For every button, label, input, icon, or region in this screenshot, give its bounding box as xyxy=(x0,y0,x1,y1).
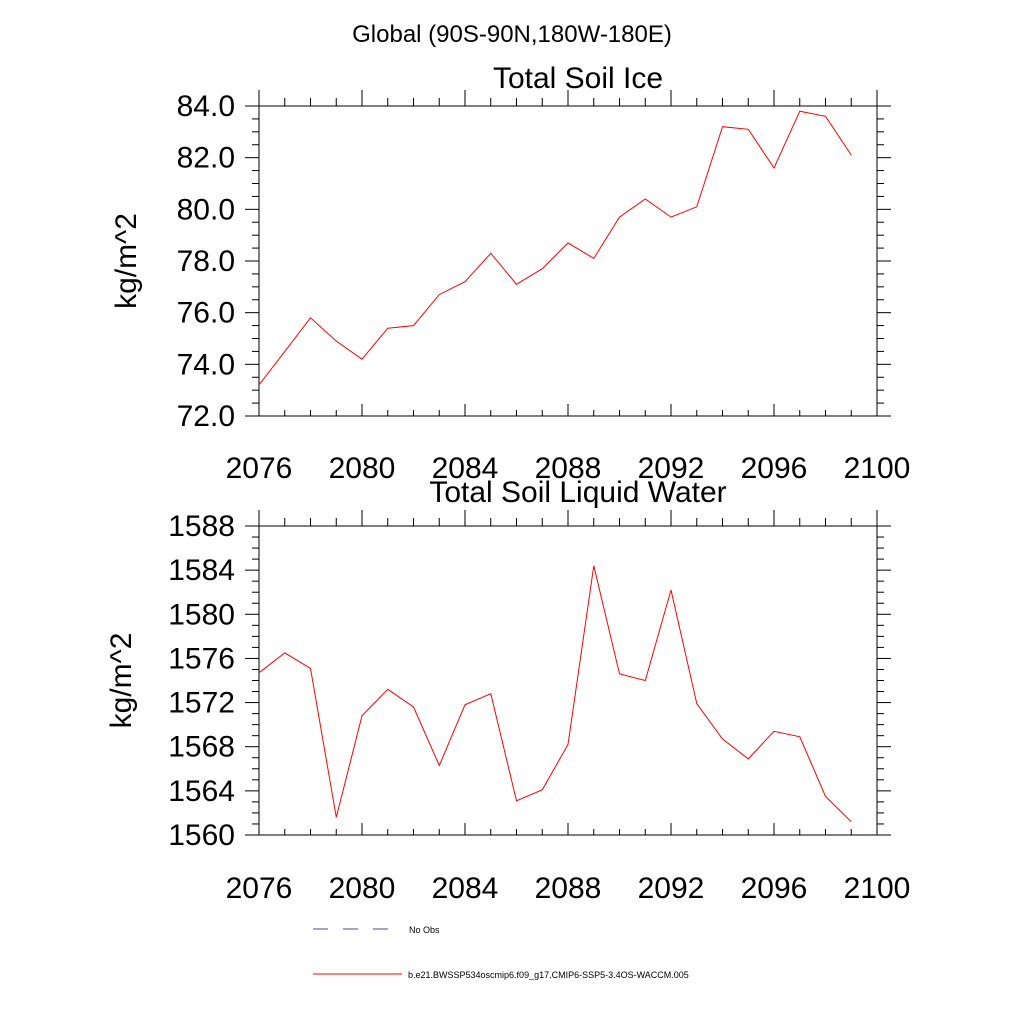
x-tick-label: 2076 xyxy=(226,452,293,485)
x-tick-label: 2096 xyxy=(741,452,808,485)
y-axis-label: kg/m^2 xyxy=(110,213,143,309)
y-tick-label: 1564 xyxy=(168,775,235,808)
y-tick-label: 1576 xyxy=(168,642,235,675)
x-tick-label: 2080 xyxy=(329,452,396,485)
y-tick-label: 84.0 xyxy=(177,90,235,123)
soil-ice-panel: Total Soil Ice kg/m^2 2076 2080 2084 2088 2092… xyxy=(110,62,910,485)
series-line xyxy=(258,565,852,823)
legend-no-obs-label: No Obs xyxy=(409,925,440,935)
y-tick-label: 1588 xyxy=(168,510,235,543)
y-tick-label: 72.0 xyxy=(177,400,235,433)
y-tick-label: 78.0 xyxy=(177,245,235,278)
y-tick-label: 1580 xyxy=(168,598,235,631)
chart-title: Total Soil Ice xyxy=(493,62,663,95)
x-tick-label: 2080 xyxy=(329,872,396,905)
x-tick-label: 2100 xyxy=(844,872,911,905)
x-tick-label: 2084 xyxy=(432,452,499,485)
plot-frame xyxy=(258,105,878,417)
y-tick-label: 1572 xyxy=(168,687,235,720)
y-tick-label: 1584 xyxy=(168,554,235,587)
legend-model-label: b.e21.BWSSP534oscmip6.f09_g17.CMIP6-SSP5… xyxy=(408,970,689,980)
chart-title: Total Soil Liquid Water xyxy=(429,476,726,509)
x-tick-label: 2096 xyxy=(741,872,808,905)
plot-frame xyxy=(258,525,878,836)
x-tick-label: 2092 xyxy=(638,452,705,485)
x-tick-label: 2076 xyxy=(226,872,293,905)
figure-title: Global (90S-90N,180W-180E) xyxy=(352,21,672,48)
x-tick-label: 2088 xyxy=(535,872,602,905)
y-tick-label: 76.0 xyxy=(177,297,235,330)
y-tick-label: 74.0 xyxy=(177,348,235,381)
y-tick-label: 80.0 xyxy=(177,193,235,226)
y-tick-label: 1568 xyxy=(168,731,235,764)
y-tick-label: 82.0 xyxy=(177,142,235,175)
series-line xyxy=(258,110,852,386)
x-tick-label: 2092 xyxy=(638,872,705,905)
x-tick-label: 2100 xyxy=(844,452,911,485)
x-tick-label: 2088 xyxy=(535,452,602,485)
y-axis-label: kg/m^2 xyxy=(105,633,138,729)
soil-liquid-water-panel: Total Soil Liquid Water kg/m^2 2076 2080 208… xyxy=(105,476,910,905)
legend: No Obs b.e21.BWSSP534oscmip6.f09_g17.CMI… xyxy=(313,925,689,980)
x-tick-label: 2084 xyxy=(432,872,499,905)
y-tick-label: 1560 xyxy=(168,819,235,852)
